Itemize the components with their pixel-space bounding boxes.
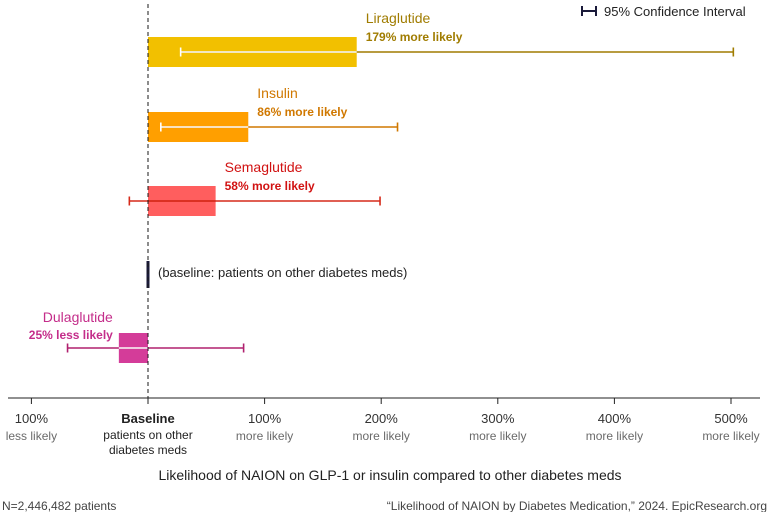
footer-source: “Likelihood of NAION by Diabetes Medicat…: [387, 499, 767, 512]
series-name-insulin: Insulin: [257, 85, 297, 101]
series-label-semaglutide: 58% more likely: [225, 179, 315, 193]
legend-label: 95% Confidence Interval: [604, 4, 746, 19]
series-name-semaglutide: Semaglutide: [225, 159, 303, 175]
x-tick-label: 100%: [248, 411, 282, 426]
x-tick-sublabel: more likely: [702, 429, 759, 443]
x-tick-label: 100%: [15, 411, 49, 426]
legend: 95% Confidence Interval: [581, 4, 746, 19]
series-label-liraglutide: 179% more likely: [366, 30, 463, 44]
baseline-marker: [146, 261, 150, 288]
baseline-note: (baseline: patients on other diabetes me…: [158, 265, 407, 280]
x-tick-sublabel: more likely: [586, 429, 643, 443]
x-tick-sublabel: more likely: [353, 429, 410, 443]
x-tick-sublabel: more likely: [236, 429, 293, 443]
x-tick-sublabel: diabetes meds: [109, 443, 187, 457]
series-label-dulaglutide: 25% less likely: [29, 328, 113, 342]
x-tick-sublabel: less likely: [6, 429, 57, 443]
x-tick-sublabel: more likely: [469, 429, 526, 443]
x-tick-label: 200%: [365, 411, 399, 426]
x-axis-label: Likelihood of NAION on GLP-1 or insulin …: [158, 467, 621, 483]
series-name-dulaglutide: Dulaglutide: [43, 309, 113, 325]
x-tick-label: 300%: [481, 411, 515, 426]
series-name-liraglutide: Liraglutide: [366, 10, 431, 26]
x-tick-label: 500%: [714, 411, 748, 426]
x-tick-sublabel: patients on other: [103, 428, 192, 442]
footer-sample-size: N=2,446,482 patients: [2, 499, 116, 512]
x-tick-label: 400%: [598, 411, 632, 426]
x-tick-label-baseline: Baseline: [121, 411, 174, 426]
series-label-insulin: 86% more likely: [257, 105, 347, 119]
